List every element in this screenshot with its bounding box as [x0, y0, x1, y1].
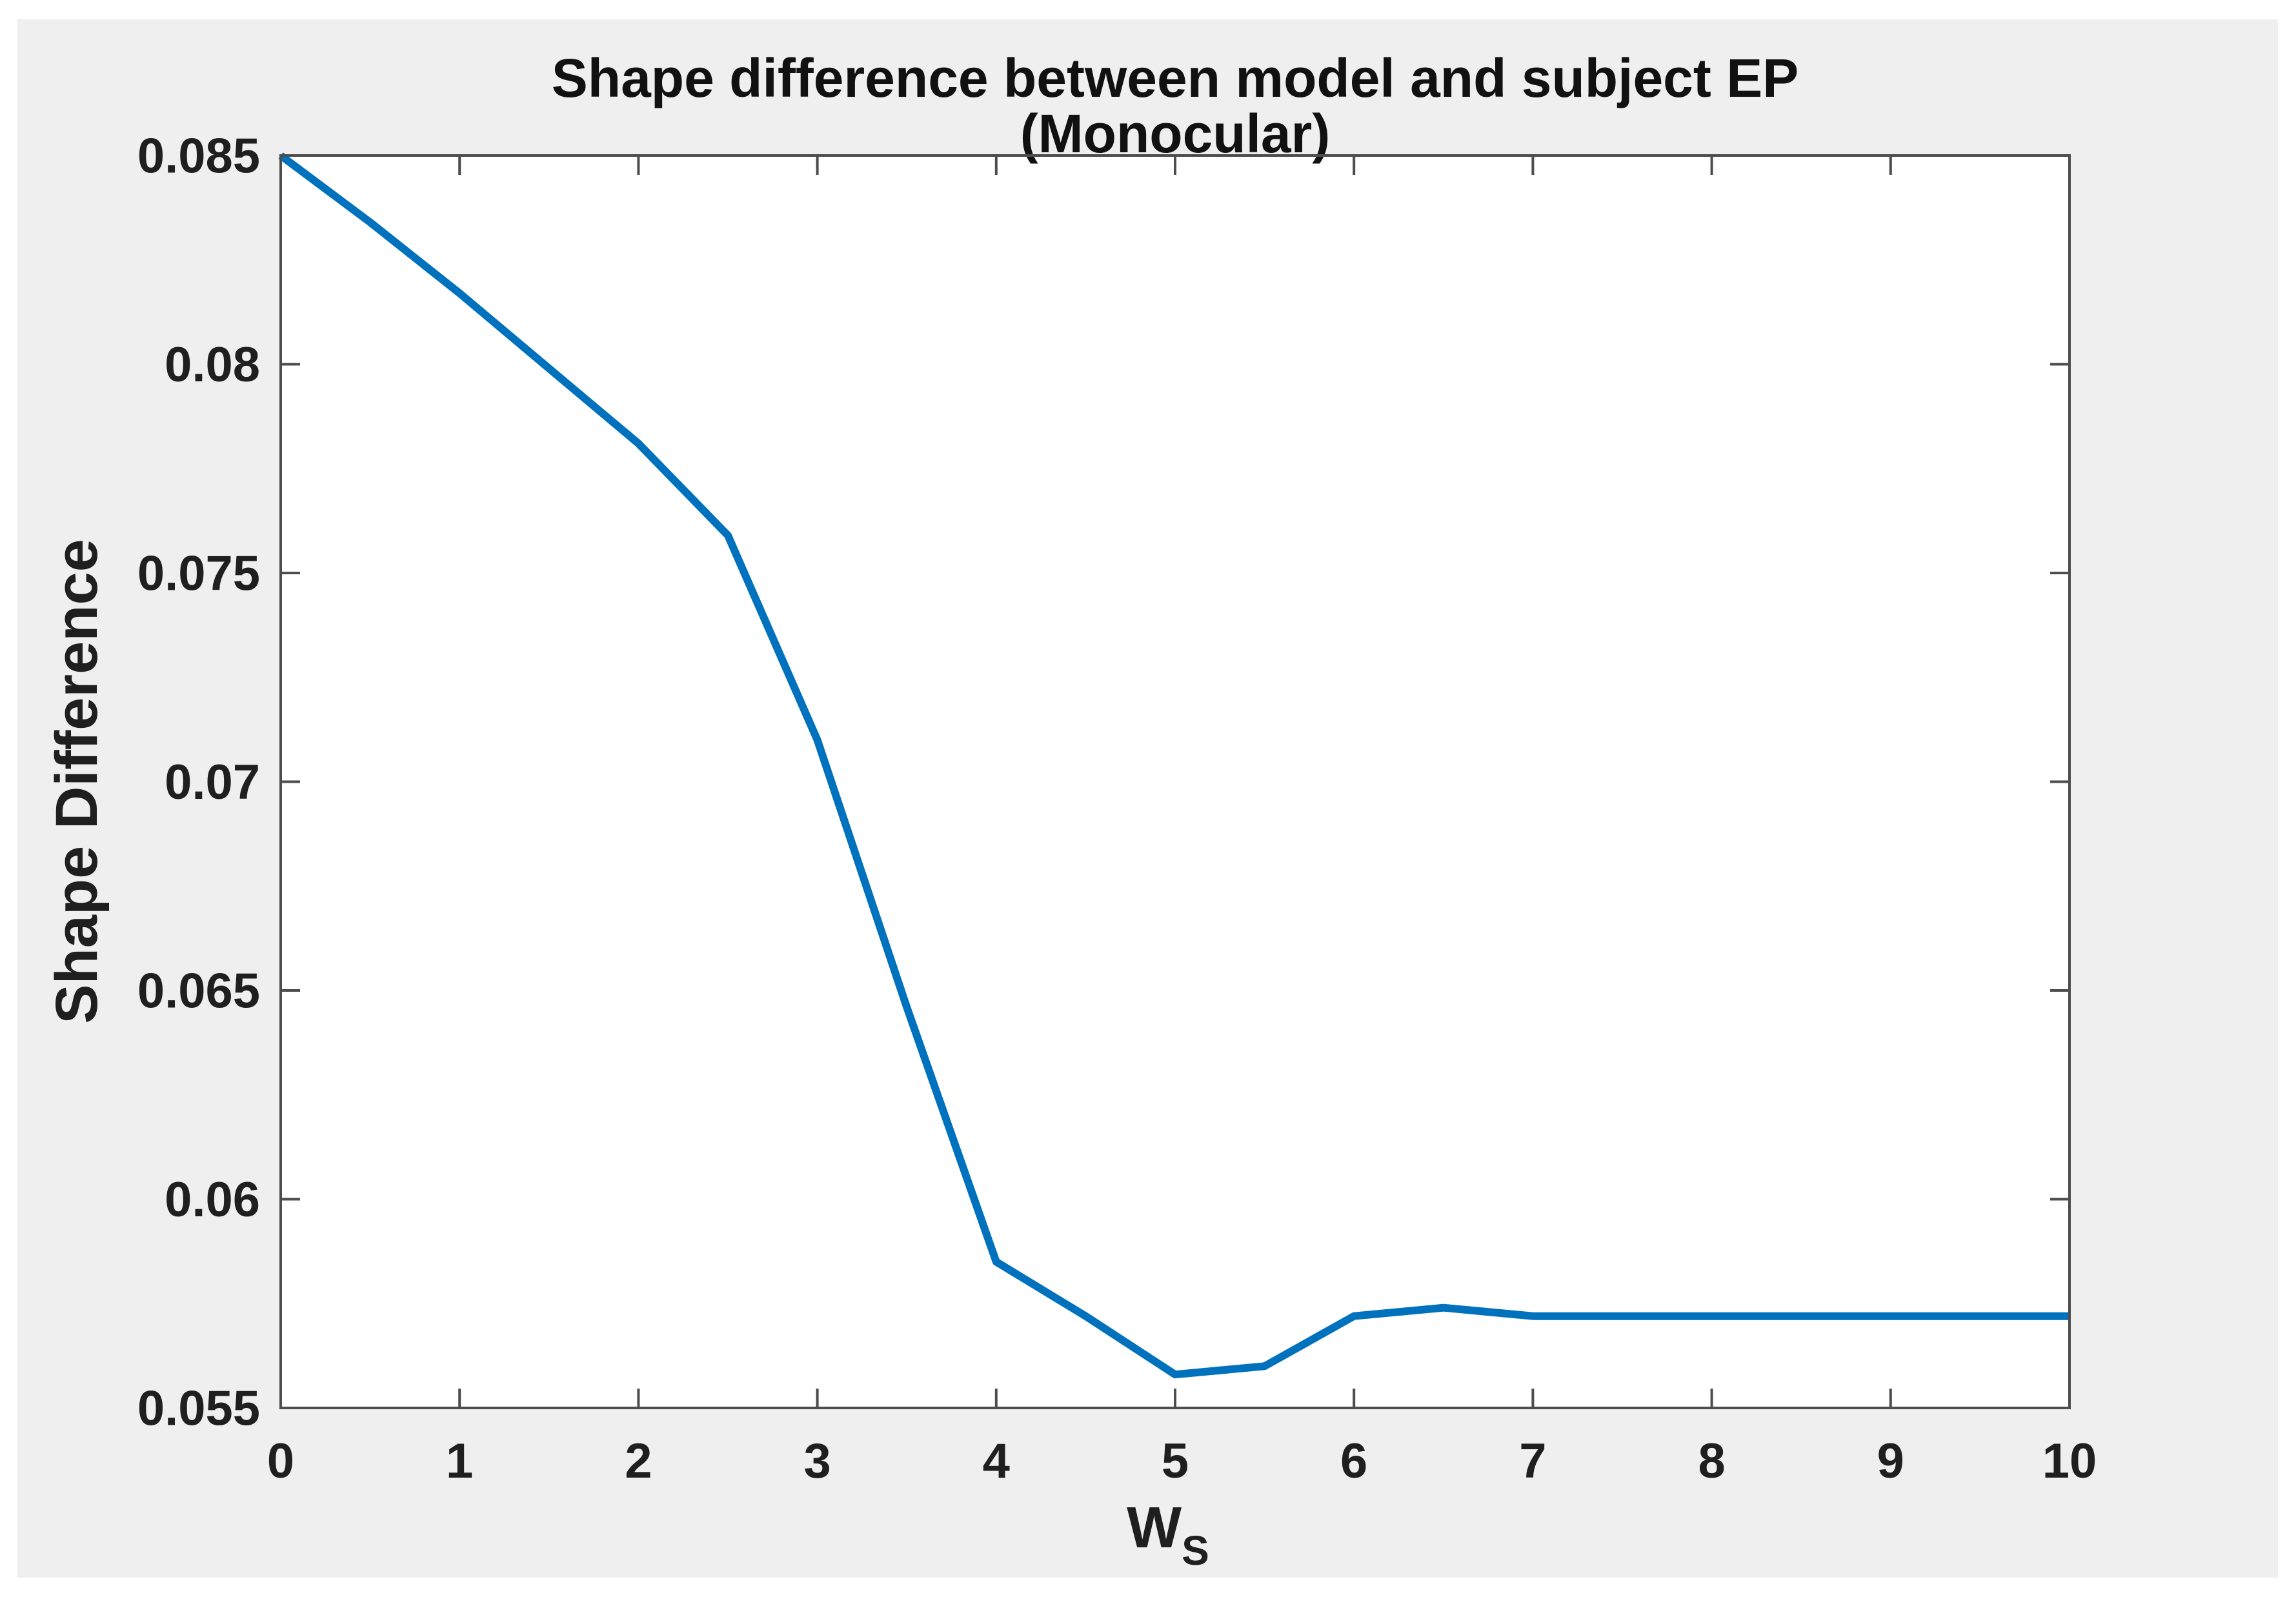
plot-area [281, 156, 2069, 1408]
x-tick-label: 0 [267, 1434, 294, 1489]
x-tick-label: 6 [1340, 1434, 1367, 1489]
x-tick-label: 7 [1519, 1434, 1546, 1489]
x-tick-label: 2 [625, 1434, 652, 1489]
x-tick-label: 5 [1162, 1434, 1189, 1489]
y-tick-label: 0.06 [165, 1172, 260, 1227]
tick-marks-layer [279, 154, 2071, 1409]
tick-labels-layer: 0 1 2 3 4 5 6 7 8 9 10 0.055 0.06 0.065 0.07 0.075 0.08 0… [137, 129, 2097, 1489]
y-tick-label: 0.055 [137, 1381, 260, 1436]
x-tick-label: 4 [983, 1434, 1010, 1489]
y-tick-label: 0.065 [137, 964, 260, 1019]
x-tick-label: 8 [1698, 1434, 1725, 1489]
chart-title-line1: Shape difference between model and subje… [552, 48, 1799, 108]
data-series-line [278, 152, 2069, 1379]
x-axis-label: WS [1127, 1496, 1209, 1574]
y-tick-label: 0.08 [165, 337, 260, 392]
axes-box [279, 154, 2071, 1409]
y-tick-label: 0.085 [137, 129, 260, 184]
x-tick-label: 3 [803, 1434, 831, 1489]
x-axis-label-subscript: S [1182, 1527, 1209, 1574]
x-axis-label-base: W [1127, 1496, 1182, 1560]
x-tick-label: 1 [446, 1434, 473, 1489]
chart-title-line2: (Monocular) [1020, 103, 1331, 164]
y-tick-label: 0.07 [165, 755, 260, 810]
x-tick-label: 9 [1877, 1434, 1904, 1489]
y-tick-label: 0.075 [137, 547, 260, 601]
y-axis-label: Shape Difference [44, 539, 110, 1024]
x-tick-label: 10 [2042, 1434, 2097, 1489]
